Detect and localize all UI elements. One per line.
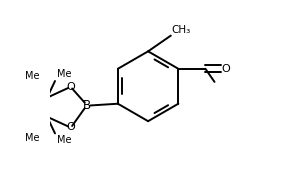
Text: Me: Me bbox=[25, 71, 39, 81]
Text: O: O bbox=[66, 82, 75, 92]
Text: O: O bbox=[221, 64, 230, 74]
Text: Me: Me bbox=[57, 69, 71, 79]
Text: Me: Me bbox=[57, 135, 71, 145]
Text: CH₃: CH₃ bbox=[172, 25, 191, 35]
Text: B: B bbox=[83, 99, 91, 112]
Text: Me: Me bbox=[25, 133, 39, 143]
Text: O: O bbox=[66, 122, 75, 132]
